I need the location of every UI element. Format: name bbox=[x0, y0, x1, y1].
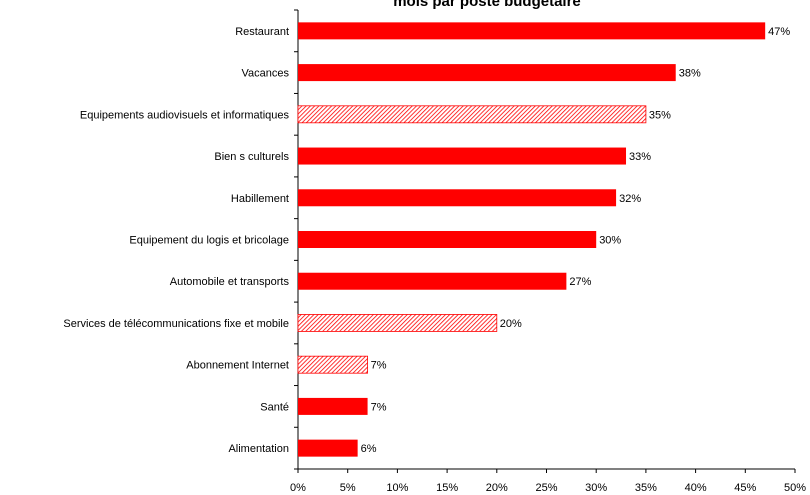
value-label: 47% bbox=[768, 26, 790, 38]
y-tick-label: Automobile et transports bbox=[170, 276, 290, 288]
value-label: 30% bbox=[599, 235, 621, 247]
y-tick-label: Equipements audiovisuels et informatique… bbox=[80, 109, 290, 121]
y-tick-label: Habillement bbox=[231, 193, 289, 205]
value-label: 7% bbox=[371, 360, 387, 372]
x-tick-label: 35% bbox=[635, 482, 657, 494]
value-label: 27% bbox=[569, 276, 591, 288]
x-tick-label: 25% bbox=[535, 482, 557, 494]
value-label: 6% bbox=[361, 443, 377, 455]
bar bbox=[297, 355, 368, 374]
value-label: 38% bbox=[679, 68, 701, 80]
y-tick-label: Bien s culturels bbox=[214, 151, 289, 163]
x-tick-label: 0% bbox=[290, 482, 306, 494]
x-tick-label: 40% bbox=[685, 482, 707, 494]
value-label: 20% bbox=[500, 318, 522, 330]
bar bbox=[298, 397, 368, 415]
x-tick-label: 20% bbox=[486, 482, 508, 494]
value-label: 7% bbox=[371, 401, 387, 413]
x-tick-label: 15% bbox=[436, 482, 458, 494]
bar bbox=[298, 22, 766, 40]
bar bbox=[298, 272, 567, 290]
value-label: 33% bbox=[629, 151, 651, 163]
y-tick-label: Vacances bbox=[242, 68, 290, 80]
y-tick-label: Equipement du logis et bricolage bbox=[129, 235, 289, 247]
bar bbox=[298, 189, 617, 207]
bar bbox=[298, 147, 627, 165]
x-tick-label: 10% bbox=[386, 482, 408, 494]
y-tick-label: Services de télécommunications fixe et m… bbox=[63, 318, 289, 330]
y-tick-label: Abonnement Internet bbox=[186, 360, 289, 372]
x-tick-label: 45% bbox=[734, 482, 756, 494]
value-label: 32% bbox=[619, 193, 641, 205]
y-tick-label: Restaurant bbox=[235, 26, 289, 38]
x-tick-label: 5% bbox=[340, 482, 356, 494]
x-tick-label: 50% bbox=[784, 482, 806, 494]
bar bbox=[298, 439, 358, 457]
bar bbox=[298, 64, 676, 82]
bar bbox=[297, 105, 647, 124]
y-tick-label: Alimentation bbox=[228, 443, 289, 455]
y-tick-label: Santé bbox=[260, 401, 289, 413]
bar bbox=[297, 314, 498, 332]
x-tick-label: 30% bbox=[585, 482, 607, 494]
chart-title: mois par poste budgétaire bbox=[393, 0, 581, 10]
value-label: 35% bbox=[649, 109, 671, 121]
bar bbox=[298, 231, 597, 248]
